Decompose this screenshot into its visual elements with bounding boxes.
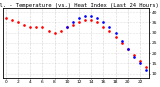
- Title: Mil. - Temperature (vs.) Heat Index (Last 24 Hours): Mil. - Temperature (vs.) Heat Index (Las…: [0, 3, 159, 8]
